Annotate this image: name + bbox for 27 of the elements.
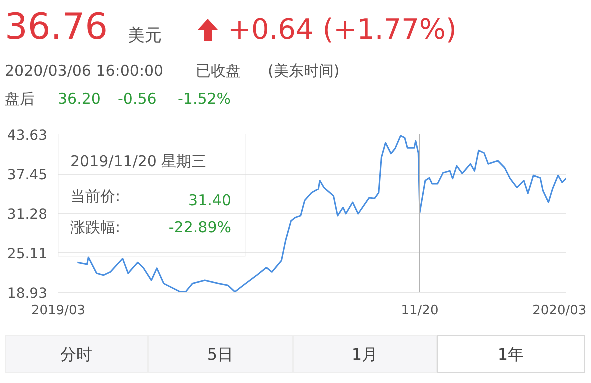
ref-line-label: 11/20 xyxy=(401,304,439,318)
annotation: -22.89% xyxy=(168,218,232,236)
chart-title: 36.76 xyxy=(5,6,108,50)
x-tick-label: 2019/03 xyxy=(31,304,86,318)
text: 分时 xyxy=(5,335,148,373)
y-tick-label: 37.45 xyxy=(7,168,48,184)
annotation: 当前价: xyxy=(70,188,121,206)
annotation: 31.40 xyxy=(188,192,232,210)
text: 5日 xyxy=(148,335,293,373)
text: (美东时间) xyxy=(268,61,340,82)
y-tick-label: 18.93 xyxy=(7,286,48,302)
text: 36.20 xyxy=(58,89,101,110)
y-tick-label: 43.63 xyxy=(7,128,48,144)
text: -0.56 xyxy=(118,89,157,110)
text: +0.64 (+1.77%) xyxy=(228,12,457,48)
text: 1月 xyxy=(293,335,437,373)
text: 盘后 xyxy=(5,89,35,110)
text: 2020/03/06 16:00:00 xyxy=(5,61,164,82)
annotation: 2019/11/20 星期三 xyxy=(70,152,207,170)
text: 1年 xyxy=(437,335,585,373)
annotation: 涨跌幅: xyxy=(70,218,121,236)
y-tick-label: 25.11 xyxy=(7,246,48,262)
text: -1.52% xyxy=(178,89,232,110)
y-tick-label: 31.28 xyxy=(7,207,48,223)
text: 已收盘 xyxy=(196,61,241,82)
text: 美元 xyxy=(128,25,162,48)
x-tick-label: 2020/03 xyxy=(532,304,587,318)
